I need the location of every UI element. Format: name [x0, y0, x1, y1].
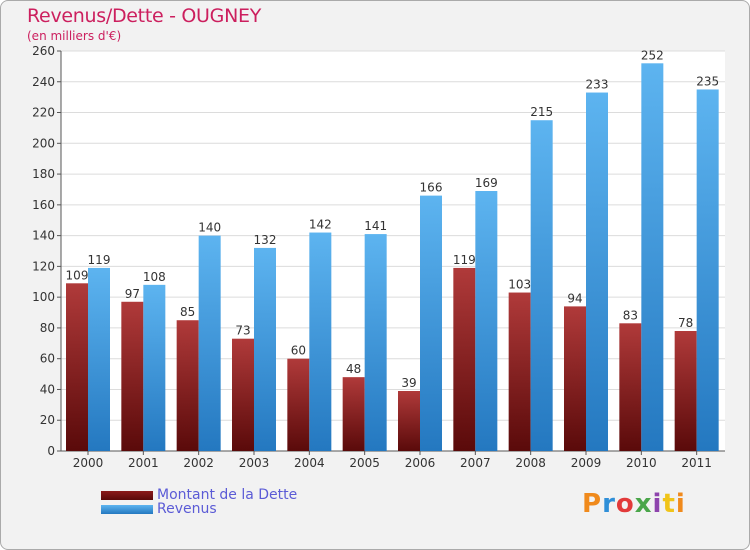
bar-debt-value-label: 119 — [453, 253, 476, 267]
bar-revenue — [420, 195, 442, 451]
legend-item-debt: Montant de la Dette — [101, 487, 297, 503]
bar-revenue-value-label: 215 — [530, 105, 553, 119]
bars — [66, 63, 719, 452]
bar-debt — [287, 358, 310, 451]
bar-revenue — [696, 89, 719, 451]
x-tick-label: 2003 — [239, 456, 270, 470]
bar-debt — [342, 377, 365, 451]
y-tick-label: 200 — [32, 136, 55, 150]
bar-revenue — [309, 232, 332, 451]
bar-revenue-value-label: 140 — [198, 221, 221, 235]
y-tick-label: 60 — [40, 352, 55, 366]
y-tick-label: 20 — [40, 413, 55, 427]
y-tick-label: 180 — [32, 167, 55, 181]
bar-debt-value-label: 39 — [401, 376, 416, 390]
bar-revenue-value-label: 252 — [641, 48, 664, 62]
bar-debt — [453, 267, 476, 451]
legend-swatch-debt — [101, 490, 153, 500]
plot-area — [61, 51, 725, 451]
bar-revenue — [641, 63, 664, 452]
bar-revenue — [586, 92, 608, 452]
bar-debt-value-label: 78 — [678, 316, 693, 330]
bar-revenue-value-label: 233 — [586, 78, 609, 92]
bar-debt-value-label: 60 — [291, 344, 306, 358]
x-tick-label: 2011 — [681, 456, 712, 470]
legend-item-revenue: Revenus — [101, 501, 217, 517]
y-tick-label: 220 — [32, 106, 55, 120]
bar-revenue-value-label: 108 — [143, 270, 166, 284]
bar-revenue-value-label: 119 — [88, 253, 111, 267]
bar-debt — [66, 283, 88, 451]
x-tick-label: 2010 — [626, 456, 657, 470]
bar-revenue-value-label: 142 — [309, 218, 332, 232]
proxiti-logo: Proxiti — [582, 489, 686, 519]
bar-debt-value-label: 73 — [235, 324, 250, 338]
bar-debt — [121, 301, 144, 451]
bar-debt — [398, 391, 420, 451]
bar-revenue-value-label: 235 — [696, 74, 719, 88]
bar-revenue — [254, 247, 276, 451]
bar-revenue — [143, 284, 166, 451]
chart-subtitle: (en milliers d'€) — [27, 29, 122, 43]
bar-revenue-value-label: 166 — [420, 181, 443, 195]
axes — [57, 50, 725, 455]
bar-debt-value-label: 83 — [623, 308, 638, 322]
bar-debt — [564, 306, 586, 451]
chart-title: Revenus/Dette - OUGNEY — [27, 5, 262, 27]
grid-lines — [61, 50, 725, 452]
x-tick-label: 2007 — [460, 456, 491, 470]
bar-revenue — [364, 234, 387, 451]
bar-debt-value-label: 85 — [180, 305, 195, 319]
legend-swatch-revenue — [101, 504, 153, 514]
x-tick-label: 2004 — [294, 456, 325, 470]
y-tick-label: 40 — [40, 382, 55, 396]
bar-debt-value-label: 97 — [125, 287, 140, 301]
bar-debt — [674, 331, 697, 451]
x-tick-label: 2008 — [515, 456, 546, 470]
x-tick-label: 2001 — [128, 456, 159, 470]
y-tick-label: 160 — [32, 198, 55, 212]
bar-debt — [176, 320, 199, 451]
bar-debt-value-label: 103 — [508, 278, 531, 292]
x-tick-label: 2000 — [73, 456, 104, 470]
x-tick-label: 2002 — [183, 456, 214, 470]
x-tick-label: 2006 — [405, 456, 436, 470]
y-tick-label: 140 — [32, 229, 55, 243]
y-tick-label: 120 — [32, 259, 55, 273]
bar-debt-value-label: 48 — [346, 362, 361, 376]
bar-debt — [232, 338, 254, 451]
bar-revenue — [530, 120, 553, 451]
y-tick-label: 80 — [40, 321, 55, 335]
bar-revenue-value-label: 132 — [254, 233, 277, 247]
bar-revenue — [198, 235, 221, 451]
bar-revenue — [88, 267, 110, 451]
legend-label-revenue: Revenus — [157, 501, 217, 517]
bar-revenue — [475, 191, 498, 451]
bar-revenue-value-label: 169 — [475, 176, 498, 190]
y-tick-label: 240 — [32, 75, 55, 89]
bar-debt — [619, 323, 642, 451]
labels: 0204060801001201401601802002202402601091… — [32, 44, 719, 470]
y-tick-label: 100 — [32, 290, 55, 304]
legend-label-debt: Montant de la Dette — [157, 487, 298, 503]
x-tick-label: 2009 — [571, 456, 602, 470]
y-tick-label: 260 — [32, 44, 55, 58]
y-tick-label: 0 — [47, 444, 55, 458]
x-tick-label: 2005 — [349, 456, 380, 470]
bar-revenue-value-label: 141 — [364, 219, 387, 233]
bar-debt-value-label: 109 — [66, 268, 89, 282]
bar-debt-value-label: 94 — [567, 291, 582, 305]
bar-debt — [508, 292, 531, 451]
